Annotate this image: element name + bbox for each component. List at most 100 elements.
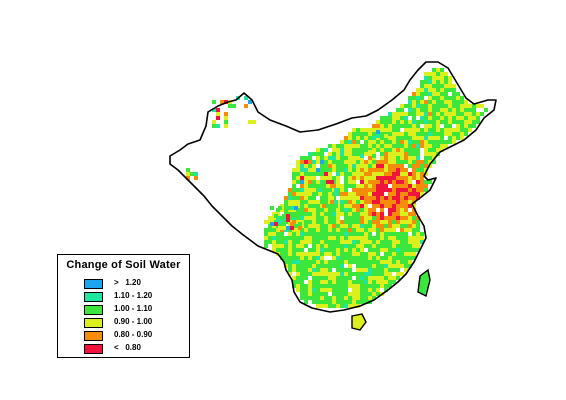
grid-cell <box>404 112 408 116</box>
grid-cell <box>384 204 388 208</box>
grid-cell <box>452 140 456 144</box>
grid-cell <box>348 184 352 188</box>
grid-cell <box>352 256 356 260</box>
grid-cell <box>332 248 336 252</box>
grid-cell <box>368 264 372 268</box>
grid-cell <box>308 288 312 292</box>
grid-cell <box>376 280 380 284</box>
grid-cell <box>400 252 404 256</box>
grid-cell <box>356 164 360 168</box>
grid-cell <box>360 212 364 216</box>
grid-cell <box>400 272 404 276</box>
grid-cell <box>388 136 392 140</box>
grid-cell <box>344 176 348 180</box>
grid-cell <box>282 226 286 230</box>
grid-cell <box>352 136 356 140</box>
grid-cell <box>328 212 332 216</box>
grid-cell <box>424 120 428 124</box>
grid-cell <box>412 208 416 212</box>
grid-cell <box>396 164 400 168</box>
grid-cell <box>328 268 332 272</box>
grid-cell <box>396 236 400 240</box>
grid-cell <box>316 292 320 296</box>
grid-cell <box>400 144 404 148</box>
grid-cell <box>320 260 324 264</box>
grid-cell <box>324 248 328 252</box>
grid-cell <box>308 240 312 244</box>
grid-cell <box>320 300 324 304</box>
grid-cell <box>304 256 308 260</box>
grid-cell <box>284 252 288 256</box>
grid-cell <box>400 108 404 112</box>
grid-cell <box>308 192 312 196</box>
grid-cell <box>420 104 424 108</box>
grid-cell <box>380 228 384 232</box>
grid-cell <box>480 112 484 116</box>
grid-cell <box>352 232 356 236</box>
grid-cell <box>408 228 412 232</box>
grid-cell <box>380 256 384 260</box>
grid-cell <box>348 292 352 296</box>
grid-cell <box>268 228 272 232</box>
grid-cell <box>360 196 364 200</box>
grid-cell <box>332 232 336 236</box>
grid-cell <box>396 144 400 148</box>
grid-cell <box>324 240 328 244</box>
grid-cell <box>284 200 288 204</box>
grid-cell <box>408 216 412 220</box>
grid-cell <box>420 92 424 96</box>
legend-entry-below-0-80: < 0.80 <box>84 343 184 355</box>
grid-cell <box>336 296 340 300</box>
grid-cell <box>408 256 412 260</box>
grid-cell <box>392 148 396 152</box>
grid-cell <box>408 244 412 248</box>
grid-cell <box>224 116 228 120</box>
grid-cell <box>388 272 392 276</box>
grid-cell <box>324 268 328 272</box>
grid-cell <box>324 192 328 196</box>
grid-cell <box>304 212 308 216</box>
grid-cell <box>340 256 344 260</box>
grid-cell <box>408 104 412 108</box>
grid-cell <box>356 152 360 156</box>
grid-cell <box>416 248 420 252</box>
grid-cell <box>444 100 448 104</box>
grid-cell <box>340 260 344 264</box>
grid-cell <box>376 164 380 168</box>
grid-cell <box>420 80 424 84</box>
grid-cell <box>380 132 384 136</box>
grid-cell <box>408 252 412 256</box>
grid-cell <box>368 172 372 176</box>
grid-cell <box>332 280 336 284</box>
grid-cell <box>328 164 332 168</box>
legend-entry-1-10-to-1-20: 1.10 - 1.20 <box>84 291 184 303</box>
legend-title: Change of Soil Water <box>66 259 181 271</box>
grid-cell <box>344 276 348 280</box>
grid-cell <box>316 216 320 220</box>
grid-cell <box>332 256 336 260</box>
grid-cell <box>296 260 300 264</box>
grid-cell <box>408 180 412 184</box>
grid-cell <box>304 188 308 192</box>
grid-cell <box>332 152 336 156</box>
grid-cell <box>324 212 328 216</box>
grid-cell <box>364 276 368 280</box>
grid-cell <box>416 232 420 236</box>
grid-cell <box>312 236 316 240</box>
grid-cell <box>444 80 448 84</box>
grid-cell <box>404 120 408 124</box>
grid-cell <box>364 252 368 256</box>
grid-cell <box>340 292 344 296</box>
grid-cell <box>456 120 460 124</box>
grid-cell <box>304 260 308 264</box>
grid-cell <box>296 236 300 240</box>
grid-cell <box>424 172 428 176</box>
grid-cell <box>376 264 380 268</box>
grid-cell <box>360 132 364 136</box>
grid-cell <box>300 256 304 260</box>
grid-cell <box>404 132 408 136</box>
grid-cell <box>412 112 416 116</box>
grid-cell <box>408 156 412 160</box>
grid-cell <box>476 116 480 120</box>
legend-swatch <box>84 279 103 289</box>
